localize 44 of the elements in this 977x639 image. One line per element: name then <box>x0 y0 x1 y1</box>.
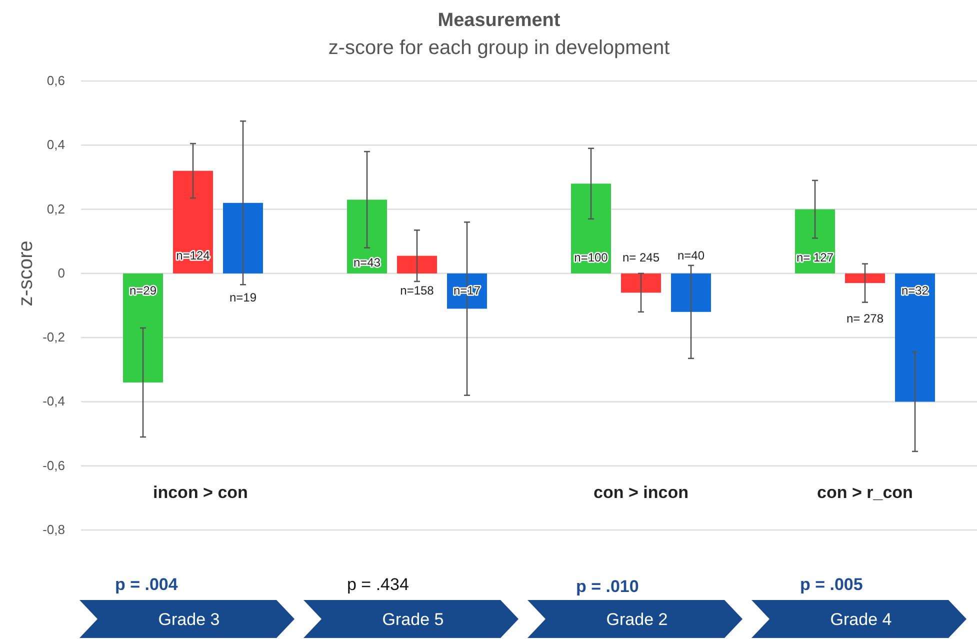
bar <box>571 184 611 274</box>
y-tick-label: -0,2 <box>42 330 65 345</box>
annotation: n=100 <box>574 250 608 264</box>
x-tick-label: Grade 4 <box>830 610 892 629</box>
bar <box>795 209 835 274</box>
annotation: n=19 <box>229 290 257 304</box>
x-tick-label: Grade 5 <box>382 610 444 629</box>
text: p = .004 <box>115 575 178 594</box>
y-tick-label: -0,8 <box>42 522 65 537</box>
chart-subtitle: z-score for each group in development <box>328 37 670 59</box>
annotation: con > incon <box>594 482 688 502</box>
bar <box>223 202 263 274</box>
y-tick-label: 0,2 <box>46 201 65 216</box>
annotation: n=124 <box>176 248 210 262</box>
x-tick-label: Grade 3 <box>158 610 220 629</box>
annotation: n=158 <box>400 283 434 298</box>
bar <box>123 273 163 382</box>
x-tick-label: Grade 2 <box>606 610 668 629</box>
y-tick-label: 0 <box>58 265 65 280</box>
chart-title: Measurement <box>438 10 561 31</box>
annotation: n= 245 <box>622 250 660 264</box>
bar <box>397 256 437 274</box>
text: p = .005 <box>800 575 863 594</box>
annotation: n=40 <box>677 248 705 262</box>
text: p = .434 <box>347 575 409 594</box>
y-tick-label: 0,6 <box>46 73 65 88</box>
bar <box>347 200 387 274</box>
text: p = .010 <box>576 577 639 596</box>
bar <box>895 273 935 402</box>
bar <box>621 273 661 293</box>
y-tick-label: 0,4 <box>46 137 65 152</box>
annotation: n=29 <box>129 283 157 298</box>
y-tick-label: -0,6 <box>42 458 65 473</box>
bar <box>671 273 711 312</box>
annotation: n= 127 <box>796 250 834 264</box>
annotation: n= 278 <box>846 311 884 326</box>
annotation: con > r_con <box>817 482 913 502</box>
y-axis-title: z-score <box>15 240 37 306</box>
bar <box>173 170 213 274</box>
y-tick-label: -0,4 <box>42 394 65 409</box>
bar <box>845 273 885 284</box>
annotation: n=43 <box>353 255 381 270</box>
annotation: n=32 <box>901 283 929 298</box>
annotation: incon > con <box>153 482 248 502</box>
